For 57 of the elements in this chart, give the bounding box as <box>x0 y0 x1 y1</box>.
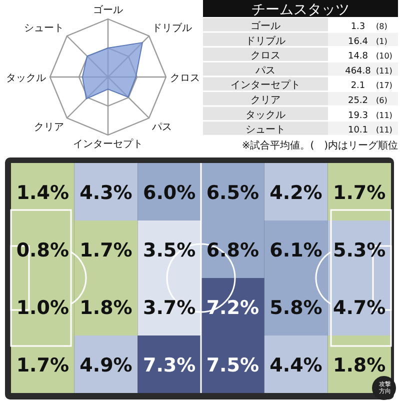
category-label: インターセプト <box>230 79 300 92</box>
data-label: 2.1 <box>350 81 366 92</box>
category-label: クロス <box>250 50 280 62</box>
data-label: 1.7% <box>80 239 132 262</box>
data-label: 4.3% <box>80 182 132 204</box>
data-label: 1.0% <box>16 296 70 319</box>
data-label: 7.2% <box>206 296 260 319</box>
data-label: 5.3% <box>332 239 386 262</box>
category-label: クリア <box>250 95 280 106</box>
spoke-label: クリア <box>34 122 64 133</box>
data-label: (8) <box>376 22 388 31</box>
spoke-label: シュート <box>24 23 64 34</box>
data-label: 1.7% <box>16 354 70 376</box>
data-label: 7.5% <box>206 354 260 376</box>
data-label: 7.3% <box>142 354 196 376</box>
category-label: ドリブル <box>246 34 286 47</box>
data-label: (10) <box>376 52 392 61</box>
category-label: ゴール <box>250 20 280 32</box>
category-label: シュート <box>246 124 286 136</box>
data-label: (17) <box>376 81 392 90</box>
data-label: 1.8% <box>80 296 132 319</box>
text: チームスタッツ <box>252 2 350 18</box>
spoke-label: インターセプト <box>73 138 143 150</box>
spoke-label: クロス <box>170 73 200 84</box>
data-label: 4.4% <box>270 354 322 376</box>
data-label: 14.8 <box>348 52 368 62</box>
spoke-label: ドリブル <box>152 22 192 34</box>
data-label: 1.4% <box>16 182 70 204</box>
data-label: 16.4 <box>348 36 368 47</box>
data-label: (6) <box>376 96 388 105</box>
data-label: 4.7% <box>332 296 386 319</box>
data-label: 464.8 <box>345 66 372 76</box>
data-label: (11) <box>376 126 392 135</box>
data-label: 0.8% <box>16 239 70 262</box>
data-label: (11) <box>376 110 392 120</box>
data-label: 6.1% <box>270 239 322 262</box>
data-label: (11) <box>376 66 392 76</box>
data-label: 19.3 <box>348 110 368 121</box>
data-label: (1) <box>376 36 388 46</box>
data-label: 25.2 <box>348 96 368 106</box>
spoke-label: タックル <box>6 73 46 84</box>
data-label: 3.7% <box>142 296 196 319</box>
data-label: 1.8% <box>332 354 386 376</box>
data-label: 10.1 <box>348 126 368 136</box>
spoke-label: パス <box>150 122 172 133</box>
data-label: 6.5% <box>206 182 260 204</box>
data-label: 1.7% <box>332 182 386 204</box>
data-label: 4.2% <box>270 182 322 204</box>
data-label: 3.5% <box>142 239 196 262</box>
data-label: 4.9% <box>80 354 132 376</box>
data-label: 6.0% <box>142 182 196 204</box>
category-label: パス <box>254 65 276 76</box>
category-label: タックル <box>246 110 286 121</box>
data-label: 5.8% <box>270 296 322 319</box>
text: ※試合平均値。( )内はリーグ順位 <box>242 139 398 152</box>
spoke-label: ゴール <box>93 4 123 16</box>
data-label: 1.3 <box>350 22 366 32</box>
